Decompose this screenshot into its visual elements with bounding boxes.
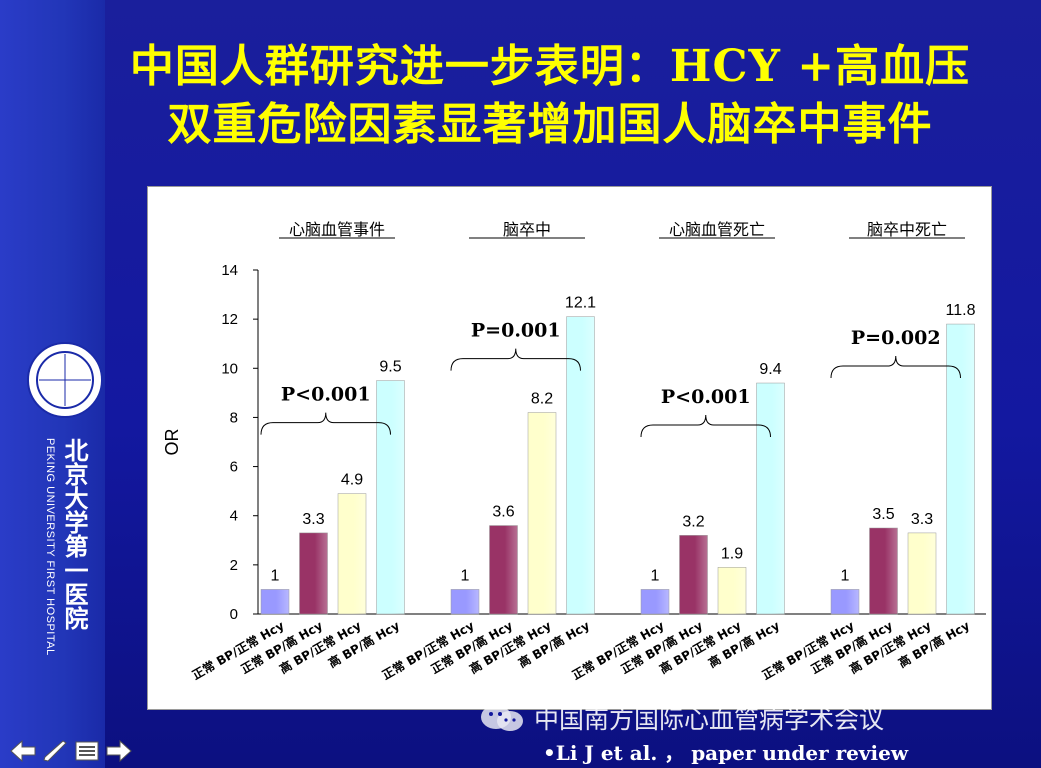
bar <box>756 382 785 615</box>
bar <box>830 589 860 615</box>
title-line-2: 双重危险因素显著增加国人脑卒中事件 <box>167 99 933 150</box>
y-tick-label: 2 <box>230 557 238 574</box>
y-tick-label: 8 <box>230 409 238 426</box>
y-tick-label: 12 <box>221 311 238 328</box>
bar <box>489 525 518 615</box>
group-title: 脑卒中死亡 <box>867 220 947 239</box>
chart-panel: 0 2 4 6 8 10 12 14 OR 心脑血管事件 1 正常 BP/正常 Hcy 3.3 正常 BP… <box>147 186 992 710</box>
bar <box>527 412 557 615</box>
pen-icon[interactable] <box>42 740 68 766</box>
bar <box>869 527 898 615</box>
bar-value-label: 9.5 <box>379 359 401 376</box>
watermark: 中国南方国际心血管病学术会议 <box>478 700 884 736</box>
group-title: 心脑血管事件 <box>289 220 385 239</box>
bar-value-label: 12.1 <box>565 295 596 312</box>
group-title: 心脑血管死亡 <box>669 220 765 239</box>
p-value-label: P=0.002 <box>851 327 941 349</box>
bar <box>376 380 405 615</box>
slide-title: 中国人群研究进一步表明：HCY +高血压 双重危险因素显著增加国人脑卒中事件 <box>60 38 1040 154</box>
hospital-name-chinese: 北京大学第一医院 <box>60 438 89 630</box>
bar-value-label: 9.4 <box>759 361 781 378</box>
watermark-text: 中国南方国际心血管病学术会议 <box>534 705 885 734</box>
hospital-name-english: PEKING UNIVERSITY FIRST HOSPITAL <box>44 438 56 656</box>
bar-value-label: 4.9 <box>341 472 363 489</box>
bar <box>299 532 328 615</box>
bar-value-label: 1 <box>461 567 470 584</box>
menu-icon[interactable] <box>74 740 100 766</box>
significance-brace <box>640 415 771 438</box>
y-tick-label: 4 <box>230 508 238 525</box>
bar-value-label: 3.3 <box>911 511 933 528</box>
p-value-label: P=0.001 <box>471 320 561 342</box>
previous-slide-icon[interactable] <box>10 739 36 766</box>
bar-value-label: 1 <box>841 567 850 584</box>
significance-brace <box>450 348 581 371</box>
wechat-icon <box>481 705 523 731</box>
bar <box>717 567 747 615</box>
hospital-logo-icon <box>27 342 103 418</box>
bar <box>337 493 367 615</box>
y-tick-label: 10 <box>221 360 238 377</box>
y-tick-label: 14 <box>221 262 238 279</box>
bar-value-label: 3.6 <box>492 504 514 521</box>
bar-value-label: 8.2 <box>531 391 553 408</box>
title-line-1: 中国人群研究进一步表明：HCY +高血压 <box>129 41 971 92</box>
y-tick-label: 6 <box>230 459 238 476</box>
y-tick-label: 0 <box>230 606 238 623</box>
y-axis-label: OR <box>162 428 182 455</box>
bar <box>946 323 975 615</box>
p-value-label: P<0.001 <box>281 384 371 406</box>
bar-value-label: 3.2 <box>682 513 704 530</box>
bar-value-label: 3.3 <box>302 511 324 528</box>
p-value-label: P<0.001 <box>661 386 751 408</box>
bar <box>907 532 937 615</box>
bar <box>450 589 480 615</box>
next-slide-icon[interactable] <box>106 739 132 766</box>
significance-brace <box>260 412 391 435</box>
bar <box>260 589 290 615</box>
slide-navigation <box>10 739 132 766</box>
bar-value-label: 1 <box>651 567 660 584</box>
bar <box>679 535 708 615</box>
bar <box>566 316 595 615</box>
citation: •Li J et al. ， paper under review <box>543 741 909 765</box>
significance-brace <box>830 356 961 379</box>
bar-value-label: 1.9 <box>721 545 743 562</box>
bar-value-label: 3.5 <box>872 506 894 523</box>
group-title: 脑卒中 <box>503 220 551 239</box>
bar-value-label: 11.8 <box>946 302 976 319</box>
bar <box>640 589 670 615</box>
bar-value-label: 1 <box>271 567 280 584</box>
